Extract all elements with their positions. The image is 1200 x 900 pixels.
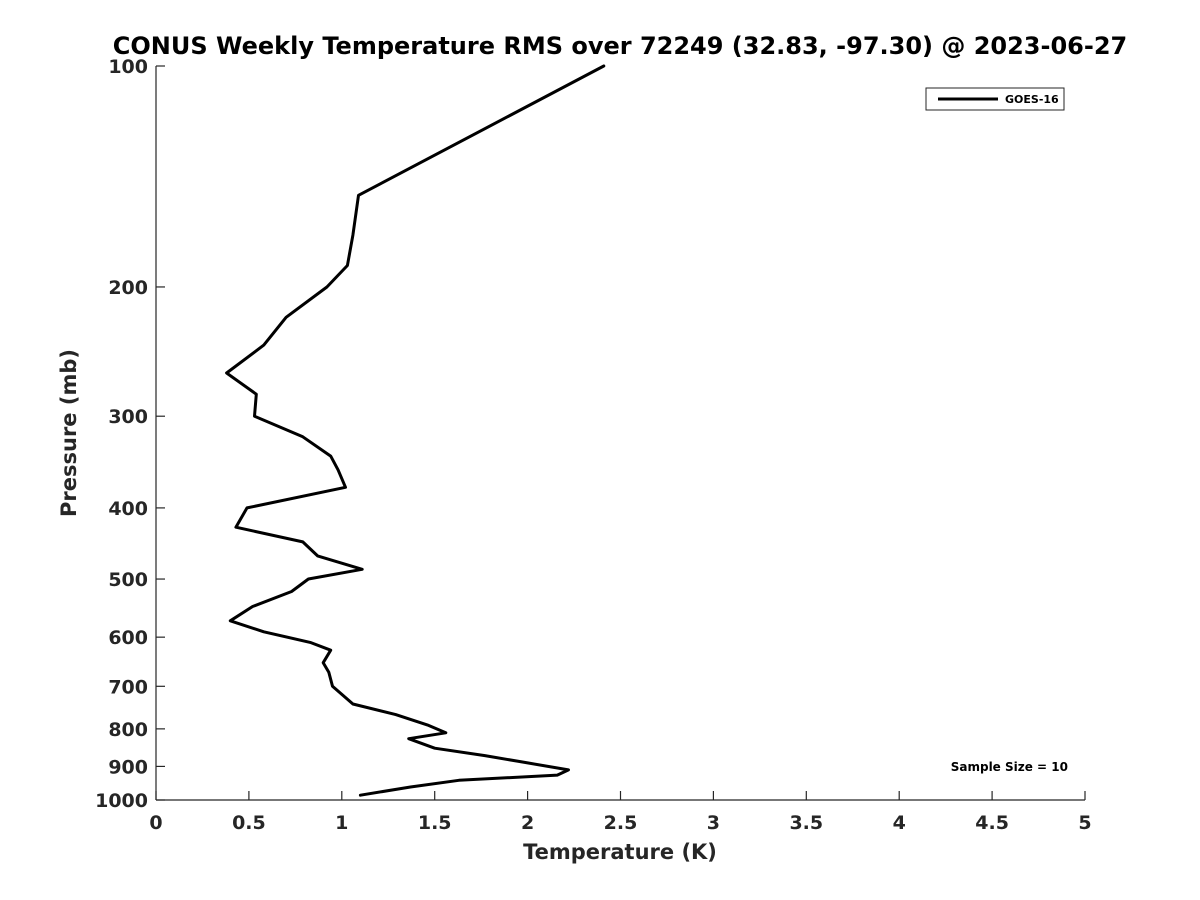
x-tick-label: 0.5 xyxy=(232,812,266,834)
y-tick-label: 200 xyxy=(108,277,148,299)
x-ticks: 0 0.5 1 1.5 2 2.5 3 3.5 4 4.5 5 xyxy=(149,791,1092,834)
y-tick-label: 300 xyxy=(108,406,148,428)
x-tick-label: 1.5 xyxy=(418,812,452,834)
chart-title: CONUS Weekly Temperature RMS over 72249 … xyxy=(113,32,1127,60)
x-tick-label: 2 xyxy=(521,812,534,834)
x-tick-label: 4.5 xyxy=(975,812,1009,834)
x-tick-label: 2.5 xyxy=(604,812,638,834)
y-tick-label: 400 xyxy=(108,498,148,520)
x-tick-label: 5 xyxy=(1078,812,1091,834)
y-tick-label: 100 xyxy=(108,56,148,78)
series-line-goes-16 xyxy=(225,64,606,797)
x-axis-label: Temperature (K) xyxy=(523,840,717,864)
y-tick-label: 600 xyxy=(108,627,148,649)
sample-size-annotation: Sample Size = 10 xyxy=(951,760,1068,774)
x-tick-label: 1 xyxy=(335,812,348,834)
y-tick-label: 700 xyxy=(108,676,148,698)
y-ticks: 100 200 300 400 500 600 700 800 900 1000 xyxy=(95,56,165,812)
y-axis-label: Pressure (mb) xyxy=(57,349,81,517)
y-tick-label: 900 xyxy=(108,756,148,778)
y-tick-label: 800 xyxy=(108,719,148,741)
x-tick-label: 0 xyxy=(149,812,162,834)
legend-label-goes-16: GOES-16 xyxy=(1005,93,1059,106)
x-tick-label: 4 xyxy=(893,812,906,834)
legend: GOES-16 xyxy=(925,87,1065,111)
x-tick-label: 3.5 xyxy=(789,812,823,834)
y-tick-label: 1000 xyxy=(95,790,148,812)
y-tick-label: 500 xyxy=(108,569,148,591)
series-layer xyxy=(225,64,606,797)
x-tick-label: 3 xyxy=(707,812,720,834)
